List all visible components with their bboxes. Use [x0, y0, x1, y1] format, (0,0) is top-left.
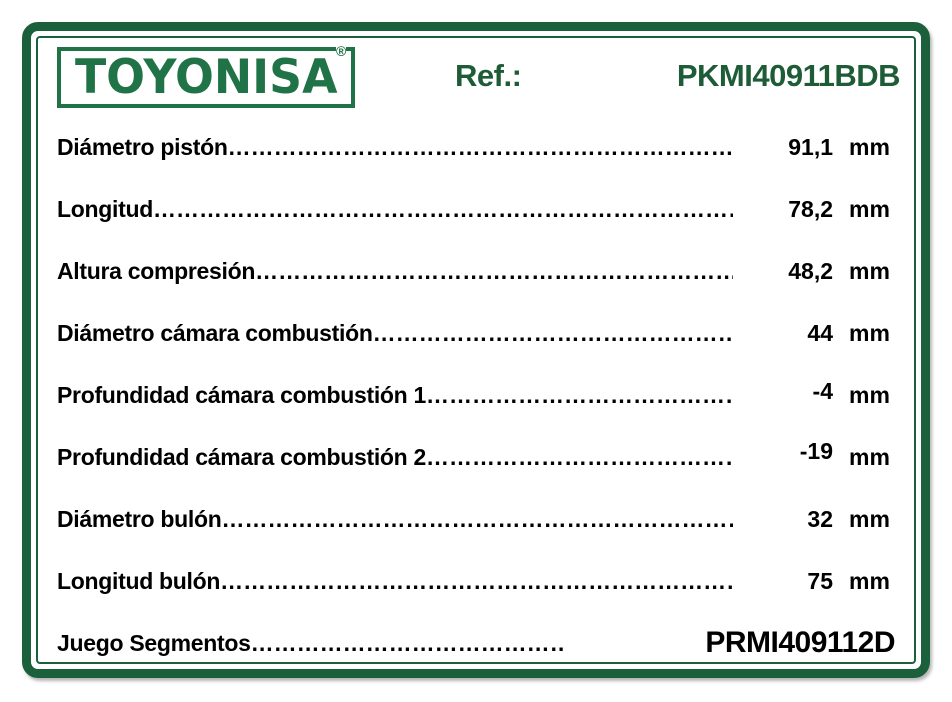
spec-rows: Diámetro pistón …………………………………………………………………	[57, 116, 895, 612]
spec-row-diametro-bulon: Diámetro bulón ……………………………………………………………………	[57, 488, 895, 550]
spec-row-profundidad-camara-2: Profundidad cámara combustión 2 ………………………	[57, 426, 895, 488]
spec-row-diametro-camara-combustion: Diámetro cámara combustión ……………………………………	[57, 302, 895, 364]
spec-unit: mm	[849, 195, 890, 222]
spec-value: -4	[812, 377, 833, 404]
spec-label: Profundidad cámara combustión 2	[57, 443, 426, 470]
spec-row-profundidad-camara-1: Profundidad cámara combustión 1 ………………………	[57, 364, 895, 426]
ref-label: Ref.:	[455, 58, 522, 93]
spec-label: Altura compresión	[57, 257, 256, 284]
spec-row-longitud: Longitud ……………………………………………………………………………………	[57, 178, 895, 240]
spec-label: Diámetro bulón	[57, 505, 222, 532]
spec-row-altura-compresion: Altura compresión ……………………………………………………………	[57, 240, 895, 302]
spec-value: 75	[807, 567, 833, 594]
dot-leader: ……………………………………………………………………………………………………………	[250, 629, 563, 656]
spec-unit: mm	[849, 257, 890, 284]
dot-leader: ……………………………………………………………………………………………………………	[426, 443, 733, 470]
inner-border	[36, 36, 916, 664]
outer-border	[22, 22, 930, 678]
spec-unit: mm	[849, 381, 890, 408]
spec-label: Longitud bulón	[57, 567, 221, 594]
segments-ref-value: PRMI409112D	[705, 626, 895, 659]
dot-leader: ……………………………………………………………………………………………………………	[426, 381, 733, 408]
spec-label: Diámetro pistón	[57, 133, 228, 160]
spec-label: Longitud	[57, 195, 153, 222]
spec-unit: mm	[849, 505, 890, 532]
spec-unit: mm	[849, 133, 890, 160]
brand-logo: TOYONISA	[74, 49, 338, 105]
dot-leader: ……………………………………………………………………………………………………………	[255, 257, 733, 284]
spec-unit: mm	[849, 443, 890, 470]
spec-label: Diámetro cámara combustión	[57, 319, 373, 346]
spec-value: 48,2	[788, 257, 833, 284]
spec-unit: mm	[849, 319, 890, 346]
spec-value: 91,1	[788, 133, 833, 160]
dot-leader: ……………………………………………………………………………………………………………	[372, 319, 733, 346]
spec-label: Profundidad cámara combustión 1	[57, 381, 426, 408]
spec-label: Juego Segmentos	[57, 629, 251, 656]
spec-value: 44	[807, 319, 833, 346]
spec-value: -19	[799, 437, 833, 464]
dot-leader: ……………………………………………………………………………………………………………	[220, 567, 733, 594]
dot-leader: ……………………………………………………………………………………………………………	[227, 133, 733, 160]
spec-unit: mm	[849, 567, 890, 594]
ref-value: PKMI40911BDB	[676, 58, 901, 93]
spec-row-longitud-bulon: Longitud bulón ……………………………………………………………………	[57, 550, 895, 612]
spec-value: 32	[807, 505, 833, 532]
brand-logo-box: TOYONISA	[57, 47, 355, 108]
spec-row-juego-segmentos: Juego Segmentos …………………………………………………………………	[57, 614, 895, 672]
spec-value: 78,2	[788, 195, 833, 222]
spec-row-diametro-piston: Diámetro pistón …………………………………………………………………	[57, 116, 895, 178]
dot-leader: ……………………………………………………………………………………………………………	[221, 505, 733, 532]
dot-leader: ……………………………………………………………………………………………………………	[152, 195, 733, 222]
registered-trademark-icon: ®	[336, 43, 347, 59]
